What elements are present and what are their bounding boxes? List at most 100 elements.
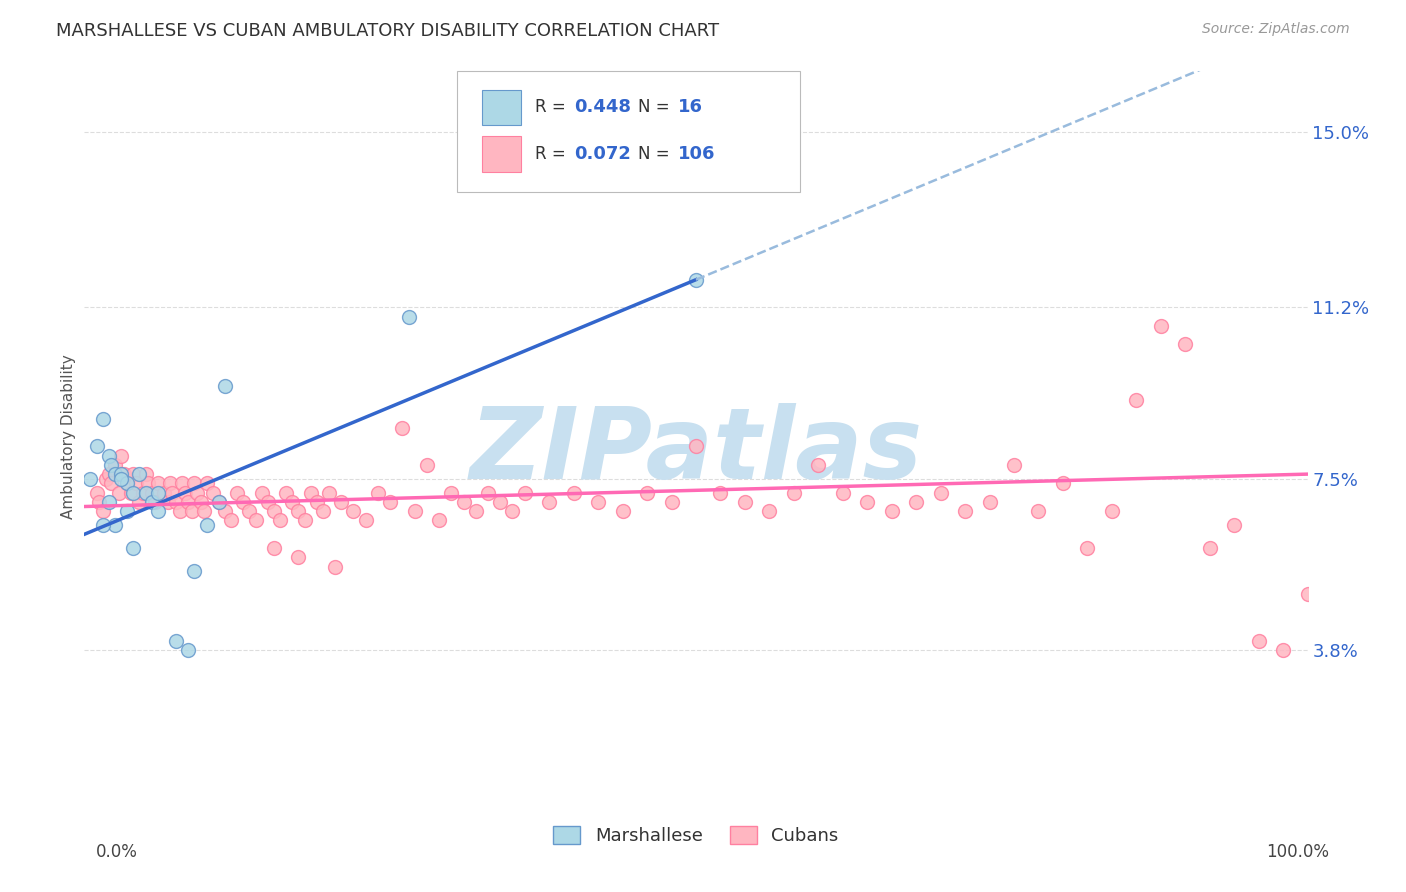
Point bbox=[734, 495, 756, 509]
Point bbox=[427, 513, 450, 527]
Point bbox=[1125, 392, 1147, 407]
Point bbox=[153, 485, 176, 500]
Text: ZIPatlas: ZIPatlas bbox=[470, 403, 922, 500]
Point bbox=[636, 485, 658, 500]
Point bbox=[195, 518, 218, 533]
FancyBboxPatch shape bbox=[482, 136, 522, 171]
Text: 0.072: 0.072 bbox=[574, 145, 630, 163]
Text: 106: 106 bbox=[678, 145, 716, 163]
Text: Source: ZipAtlas.com: Source: ZipAtlas.com bbox=[1202, 22, 1350, 37]
Point bbox=[141, 485, 163, 500]
Point bbox=[979, 495, 1001, 509]
Point bbox=[87, 495, 110, 509]
Point bbox=[96, 472, 118, 486]
Point bbox=[156, 495, 179, 509]
Text: 0.448: 0.448 bbox=[574, 98, 631, 116]
Point bbox=[104, 467, 127, 482]
Point bbox=[1198, 541, 1220, 556]
Point bbox=[232, 495, 254, 509]
Point bbox=[831, 485, 853, 500]
Point bbox=[538, 495, 561, 509]
Point bbox=[226, 485, 249, 500]
Point bbox=[141, 495, 163, 509]
Point bbox=[146, 476, 169, 491]
Point bbox=[146, 504, 169, 518]
Y-axis label: Ambulatory Disability: Ambulatory Disability bbox=[60, 355, 76, 519]
Point bbox=[186, 485, 208, 500]
Point bbox=[661, 495, 683, 509]
Point bbox=[120, 485, 142, 500]
Text: N =: N = bbox=[638, 98, 675, 116]
Point bbox=[1028, 504, 1050, 518]
Point bbox=[807, 458, 830, 472]
Point bbox=[169, 504, 191, 518]
Point bbox=[214, 379, 236, 393]
Point bbox=[173, 485, 195, 500]
Point bbox=[513, 485, 536, 500]
Point bbox=[1247, 633, 1270, 648]
Point bbox=[305, 495, 328, 509]
Point bbox=[856, 495, 879, 509]
Point bbox=[122, 541, 145, 556]
Point bbox=[1002, 458, 1025, 472]
Point bbox=[201, 485, 224, 500]
Point bbox=[159, 476, 181, 491]
Point bbox=[183, 565, 205, 579]
Point bbox=[612, 504, 634, 518]
Point bbox=[190, 495, 212, 509]
Point bbox=[404, 504, 426, 518]
Point bbox=[104, 458, 127, 472]
Text: 0.0%: 0.0% bbox=[96, 843, 138, 861]
Point bbox=[489, 495, 512, 509]
Point bbox=[177, 495, 200, 509]
Point bbox=[91, 504, 114, 518]
Text: 16: 16 bbox=[678, 98, 703, 116]
Text: 100.0%: 100.0% bbox=[1265, 843, 1329, 861]
Text: R =: R = bbox=[534, 145, 571, 163]
Point bbox=[165, 495, 187, 509]
Point bbox=[398, 310, 420, 324]
Point bbox=[136, 476, 159, 491]
Point bbox=[1174, 337, 1197, 351]
Point bbox=[183, 476, 205, 491]
Point bbox=[250, 485, 273, 500]
Point bbox=[100, 476, 122, 491]
Point bbox=[135, 467, 157, 482]
Point bbox=[238, 504, 260, 518]
Point bbox=[586, 495, 609, 509]
Point bbox=[172, 476, 194, 491]
Point bbox=[143, 495, 166, 509]
Point bbox=[758, 504, 780, 518]
Point bbox=[193, 504, 215, 518]
Point bbox=[318, 485, 340, 500]
Point bbox=[287, 504, 309, 518]
Point bbox=[1052, 476, 1074, 491]
Point bbox=[263, 504, 285, 518]
Point bbox=[263, 541, 285, 556]
Point bbox=[294, 513, 316, 527]
Point bbox=[208, 495, 231, 509]
Point bbox=[245, 513, 267, 527]
Point bbox=[453, 495, 475, 509]
Point bbox=[502, 504, 524, 518]
Point bbox=[953, 504, 976, 518]
Point bbox=[107, 485, 129, 500]
Point bbox=[330, 495, 353, 509]
Point bbox=[391, 421, 413, 435]
Point bbox=[905, 495, 928, 509]
Point bbox=[128, 467, 150, 482]
Text: N =: N = bbox=[638, 145, 675, 163]
Point bbox=[299, 485, 322, 500]
Point bbox=[115, 476, 138, 491]
Point bbox=[110, 472, 132, 486]
Point bbox=[115, 476, 138, 491]
Point bbox=[1101, 504, 1123, 518]
Point bbox=[97, 449, 120, 463]
Point bbox=[86, 485, 108, 500]
Point bbox=[464, 504, 486, 518]
Point bbox=[276, 485, 298, 500]
Point bbox=[342, 504, 364, 518]
FancyBboxPatch shape bbox=[482, 90, 522, 125]
Point bbox=[122, 467, 145, 482]
Point bbox=[269, 513, 291, 527]
